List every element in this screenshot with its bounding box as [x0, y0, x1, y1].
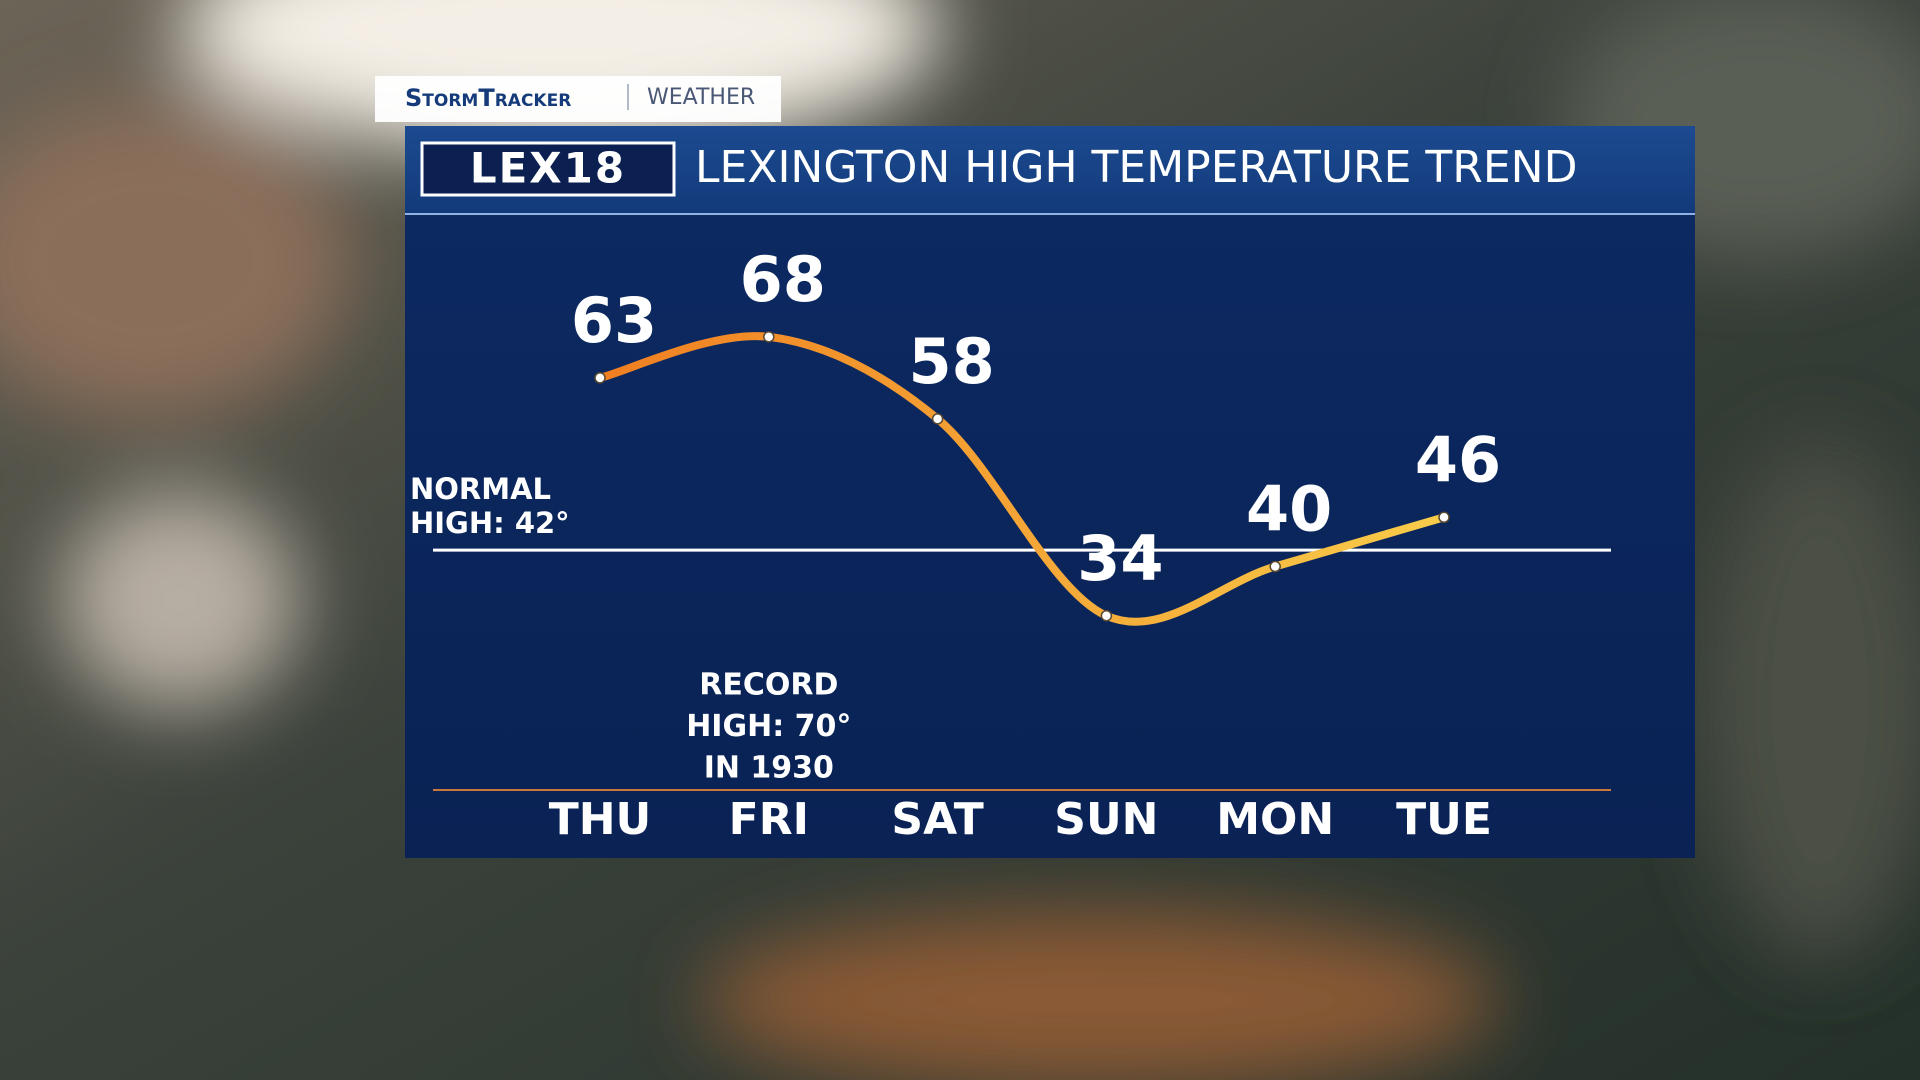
value-label: 46 [1415, 423, 1501, 496]
chart-title: LEXINGTON HIGH TEMPERATURE TREND [695, 142, 1577, 193]
point [594, 372, 606, 384]
value-label: 58 [908, 325, 994, 398]
point [1100, 609, 1113, 622]
x-tick-label: FRI [729, 794, 809, 845]
x-tick-label: SUN [1054, 794, 1158, 845]
x-tick-label: THU [549, 794, 652, 845]
normal-label: NORMAL [410, 472, 551, 506]
x-tick-label: MON [1216, 794, 1334, 845]
brand-tab: StormTracker WEATHER [375, 76, 781, 122]
x-tick-label: TUE [1396, 794, 1492, 845]
value-label: 63 [571, 284, 657, 357]
value-label: 34 [1077, 522, 1163, 595]
point [931, 413, 944, 425]
chart-panel [405, 126, 1695, 858]
x-tick-label: SAT [891, 794, 983, 845]
point [763, 331, 775, 343]
temperature-line [596, 332, 1448, 626]
value-label: 40 [1246, 473, 1332, 546]
logo: LEX18 [420, 141, 676, 197]
brand-section: WEATHER [647, 85, 755, 110]
point [1269, 560, 1281, 573]
point [1438, 511, 1450, 524]
record-note: IN 1930 [704, 751, 834, 786]
logo-text: LEX18 [470, 144, 626, 193]
value-label: 68 [740, 243, 826, 316]
brand-name: StormTracker [405, 84, 571, 112]
normal-label: HIGH: 42° [410, 506, 570, 540]
record-note: HIGH: 70° [686, 709, 851, 744]
record-note: RECORD [699, 668, 838, 703]
